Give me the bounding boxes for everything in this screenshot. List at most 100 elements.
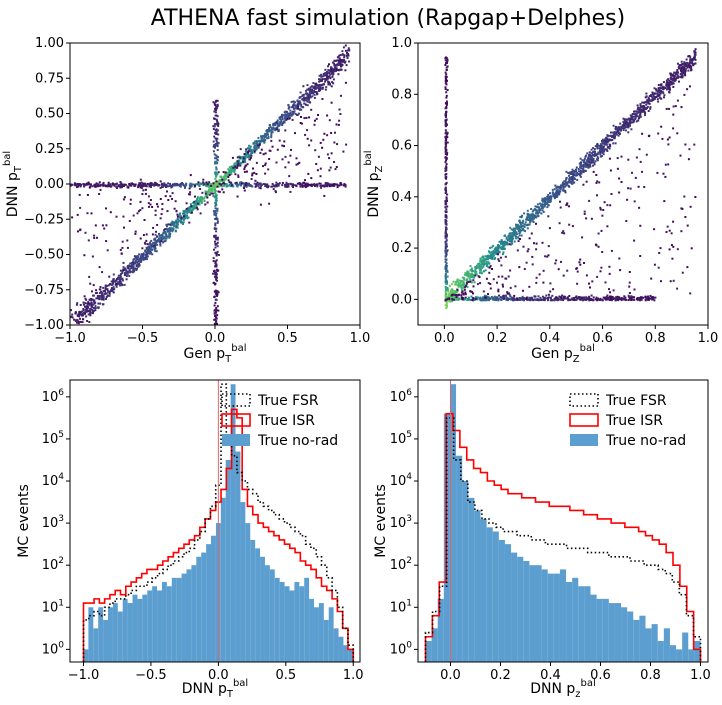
density-cell <box>523 223 526 226</box>
density-cell <box>294 106 297 109</box>
density-cell <box>183 214 186 217</box>
density-cell <box>330 71 333 73</box>
density-cell <box>454 291 457 294</box>
density-cell <box>475 273 478 276</box>
density-cell <box>120 182 123 185</box>
density-cell <box>331 69 334 72</box>
density-cell <box>76 213 79 216</box>
density-cell <box>214 224 217 227</box>
density-cell <box>105 297 107 300</box>
hist-bar-norad <box>333 628 339 662</box>
density-cell <box>151 206 154 208</box>
density-cell <box>463 278 466 281</box>
density-cell <box>656 90 659 93</box>
density-cell <box>463 277 466 280</box>
density-cell <box>257 146 260 149</box>
density-cell <box>666 81 669 84</box>
density-cell <box>654 92 657 95</box>
density-cell <box>512 230 515 233</box>
density-cell <box>677 67 680 70</box>
density-cell <box>677 66 680 68</box>
density-cell <box>511 232 514 235</box>
density-cell <box>94 307 97 310</box>
density-cell <box>309 101 312 104</box>
density-cell <box>216 103 219 106</box>
density-cell <box>185 210 188 213</box>
density-cell <box>620 299 623 301</box>
density-cell <box>444 245 447 248</box>
density-cell <box>449 295 452 298</box>
density-cell <box>163 182 166 185</box>
density-cell <box>212 125 215 128</box>
density-cell <box>512 228 515 231</box>
density-cell <box>161 235 164 238</box>
density-cell <box>683 70 685 73</box>
density-cell <box>98 295 101 298</box>
density-cell <box>515 231 518 234</box>
density-cell <box>248 182 250 185</box>
density-cell <box>599 149 602 152</box>
density-cell <box>142 189 145 192</box>
density-cell <box>214 272 217 275</box>
density-cell <box>104 284 107 287</box>
density-cell <box>261 134 264 137</box>
density-cell <box>595 154 598 156</box>
density-cell <box>582 297 585 300</box>
density-cell <box>610 193 613 195</box>
density-cell <box>573 181 576 184</box>
density-cell <box>280 115 283 118</box>
density-cell <box>579 258 582 261</box>
density-cell <box>181 183 184 186</box>
density-cell <box>629 114 632 117</box>
density-cell <box>529 297 532 299</box>
density-cell <box>139 261 142 263</box>
density-cell <box>142 234 145 236</box>
density-cell <box>120 252 123 255</box>
density-cell <box>189 182 192 185</box>
density-cell <box>476 296 479 299</box>
density-cell <box>245 150 248 153</box>
density-cell <box>456 291 458 294</box>
density-cell <box>158 238 161 241</box>
density-cell <box>122 183 125 186</box>
density-cell <box>596 152 599 155</box>
density-cell <box>306 97 309 99</box>
density-cell <box>689 56 692 59</box>
density-cell <box>335 59 337 62</box>
density-cell <box>456 278 459 281</box>
density-cell <box>672 245 675 248</box>
density-cell <box>327 183 330 185</box>
density-cell <box>612 289 615 292</box>
density-cell <box>215 197 218 200</box>
density-cell <box>167 230 170 233</box>
density-cell <box>502 285 504 288</box>
density-cell <box>310 90 313 93</box>
density-cell <box>145 233 148 236</box>
density-cell <box>575 170 577 173</box>
density-cell <box>657 132 660 135</box>
density-cell <box>98 292 101 295</box>
density-cell <box>610 297 612 300</box>
density-cell <box>647 102 650 105</box>
density-cell <box>577 296 580 299</box>
density-cell <box>521 214 523 217</box>
density-cell <box>227 168 230 171</box>
density-cell <box>117 281 120 284</box>
density-cell <box>300 122 303 125</box>
density-cell <box>275 128 278 131</box>
density-cell <box>232 167 235 170</box>
density-cell <box>216 149 219 151</box>
density-cell <box>445 75 448 78</box>
density-cell <box>108 294 111 297</box>
density-cell <box>239 164 242 167</box>
density-cell <box>446 287 449 290</box>
density-cell <box>561 231 564 234</box>
density-cell <box>541 295 544 298</box>
density-cell <box>128 265 131 268</box>
density-cell <box>227 179 230 182</box>
density-cell <box>74 312 77 315</box>
density-cell <box>594 243 597 246</box>
density-cell <box>446 89 449 91</box>
density-cell <box>451 300 454 303</box>
density-cell <box>470 281 473 284</box>
